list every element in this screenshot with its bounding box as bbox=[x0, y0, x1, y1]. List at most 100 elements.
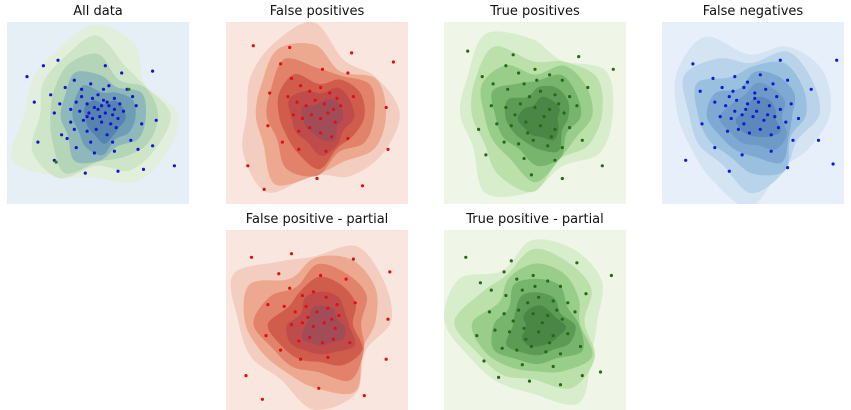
data-point bbox=[784, 120, 788, 124]
data-point bbox=[538, 89, 543, 93]
data-point bbox=[548, 107, 552, 111]
data-point bbox=[580, 374, 584, 378]
data-point bbox=[520, 288, 524, 292]
data-point bbox=[60, 133, 64, 137]
data-point bbox=[331, 107, 335, 111]
data-point bbox=[504, 64, 508, 68]
data-point bbox=[351, 257, 355, 261]
data-point bbox=[600, 164, 604, 168]
data-point bbox=[350, 51, 354, 55]
data-point bbox=[504, 105, 508, 110]
data-point bbox=[140, 122, 144, 126]
data-point bbox=[54, 160, 58, 164]
data-point bbox=[778, 58, 782, 62]
data-point bbox=[755, 109, 759, 113]
data-point bbox=[384, 357, 388, 361]
data-point bbox=[758, 127, 762, 131]
data-point bbox=[535, 78, 539, 82]
data-point bbox=[553, 93, 557, 97]
data-point bbox=[331, 337, 335, 341]
data-point bbox=[537, 330, 541, 334]
data-point bbox=[698, 89, 702, 93]
data-point bbox=[566, 332, 570, 336]
data-point bbox=[515, 277, 519, 281]
panel-title: False positives bbox=[269, 4, 365, 19]
data-point bbox=[529, 173, 534, 177]
data-point bbox=[121, 109, 126, 113]
panel bbox=[662, 22, 844, 204]
data-point bbox=[511, 319, 515, 323]
data-point bbox=[509, 124, 513, 128]
data-point bbox=[478, 281, 482, 285]
data-point bbox=[134, 104, 138, 108]
data-point bbox=[796, 116, 801, 121]
data-point bbox=[558, 383, 563, 387]
data-point bbox=[391, 60, 395, 64]
data-point bbox=[484, 153, 488, 157]
data-point bbox=[560, 78, 564, 82]
data-point bbox=[509, 259, 513, 263]
data-point bbox=[326, 306, 330, 310]
data-point bbox=[786, 78, 790, 82]
data-point bbox=[279, 348, 283, 352]
data-point bbox=[304, 104, 308, 108]
data-point bbox=[264, 334, 268, 338]
data-point bbox=[300, 293, 304, 298]
data-point bbox=[504, 293, 508, 298]
data-point bbox=[762, 118, 766, 122]
data-point bbox=[49, 93, 53, 97]
data-point bbox=[517, 71, 521, 75]
data-point bbox=[531, 312, 535, 316]
data-point bbox=[333, 120, 337, 124]
data-point bbox=[555, 308, 559, 312]
data-point bbox=[297, 339, 301, 343]
data-point bbox=[69, 107, 73, 111]
data-point bbox=[553, 158, 557, 162]
data-point bbox=[289, 76, 294, 80]
panel-title: True positive - partial bbox=[466, 212, 604, 227]
panel bbox=[444, 230, 626, 410]
data-point bbox=[319, 273, 323, 278]
data-point bbox=[90, 116, 95, 121]
data-point bbox=[100, 120, 104, 124]
data-point bbox=[151, 144, 155, 148]
data-point bbox=[497, 375, 501, 379]
data-point bbox=[577, 55, 581, 59]
data-point bbox=[491, 82, 495, 86]
data-point bbox=[295, 100, 299, 104]
data-point bbox=[691, 62, 695, 66]
data-point bbox=[313, 98, 317, 102]
data-point bbox=[524, 337, 528, 341]
data-point bbox=[260, 397, 264, 401]
data-point bbox=[546, 144, 550, 148]
data-point bbox=[89, 140, 93, 144]
data-point bbox=[533, 284, 537, 288]
data-point bbox=[322, 102, 326, 106]
data-point bbox=[786, 166, 790, 170]
data-point bbox=[101, 98, 106, 102]
data-point bbox=[335, 303, 339, 307]
data-point bbox=[87, 111, 91, 115]
data-point bbox=[308, 335, 312, 339]
data-point bbox=[288, 286, 292, 290]
data-point bbox=[529, 344, 534, 349]
data-point bbox=[515, 348, 519, 352]
data-point bbox=[326, 355, 330, 359]
density-contour bbox=[521, 305, 567, 347]
data-point bbox=[773, 115, 777, 119]
data-point bbox=[246, 164, 250, 168]
data-point bbox=[116, 169, 120, 173]
data-point bbox=[740, 113, 744, 117]
data-point bbox=[522, 326, 526, 330]
data-point bbox=[353, 301, 357, 305]
data-point bbox=[729, 116, 733, 121]
data-point bbox=[526, 301, 530, 305]
data-point bbox=[771, 82, 775, 86]
data-point bbox=[92, 151, 96, 155]
data-point bbox=[718, 115, 722, 119]
data-point bbox=[751, 115, 755, 119]
data-point bbox=[767, 104, 772, 108]
data-point bbox=[103, 64, 107, 68]
